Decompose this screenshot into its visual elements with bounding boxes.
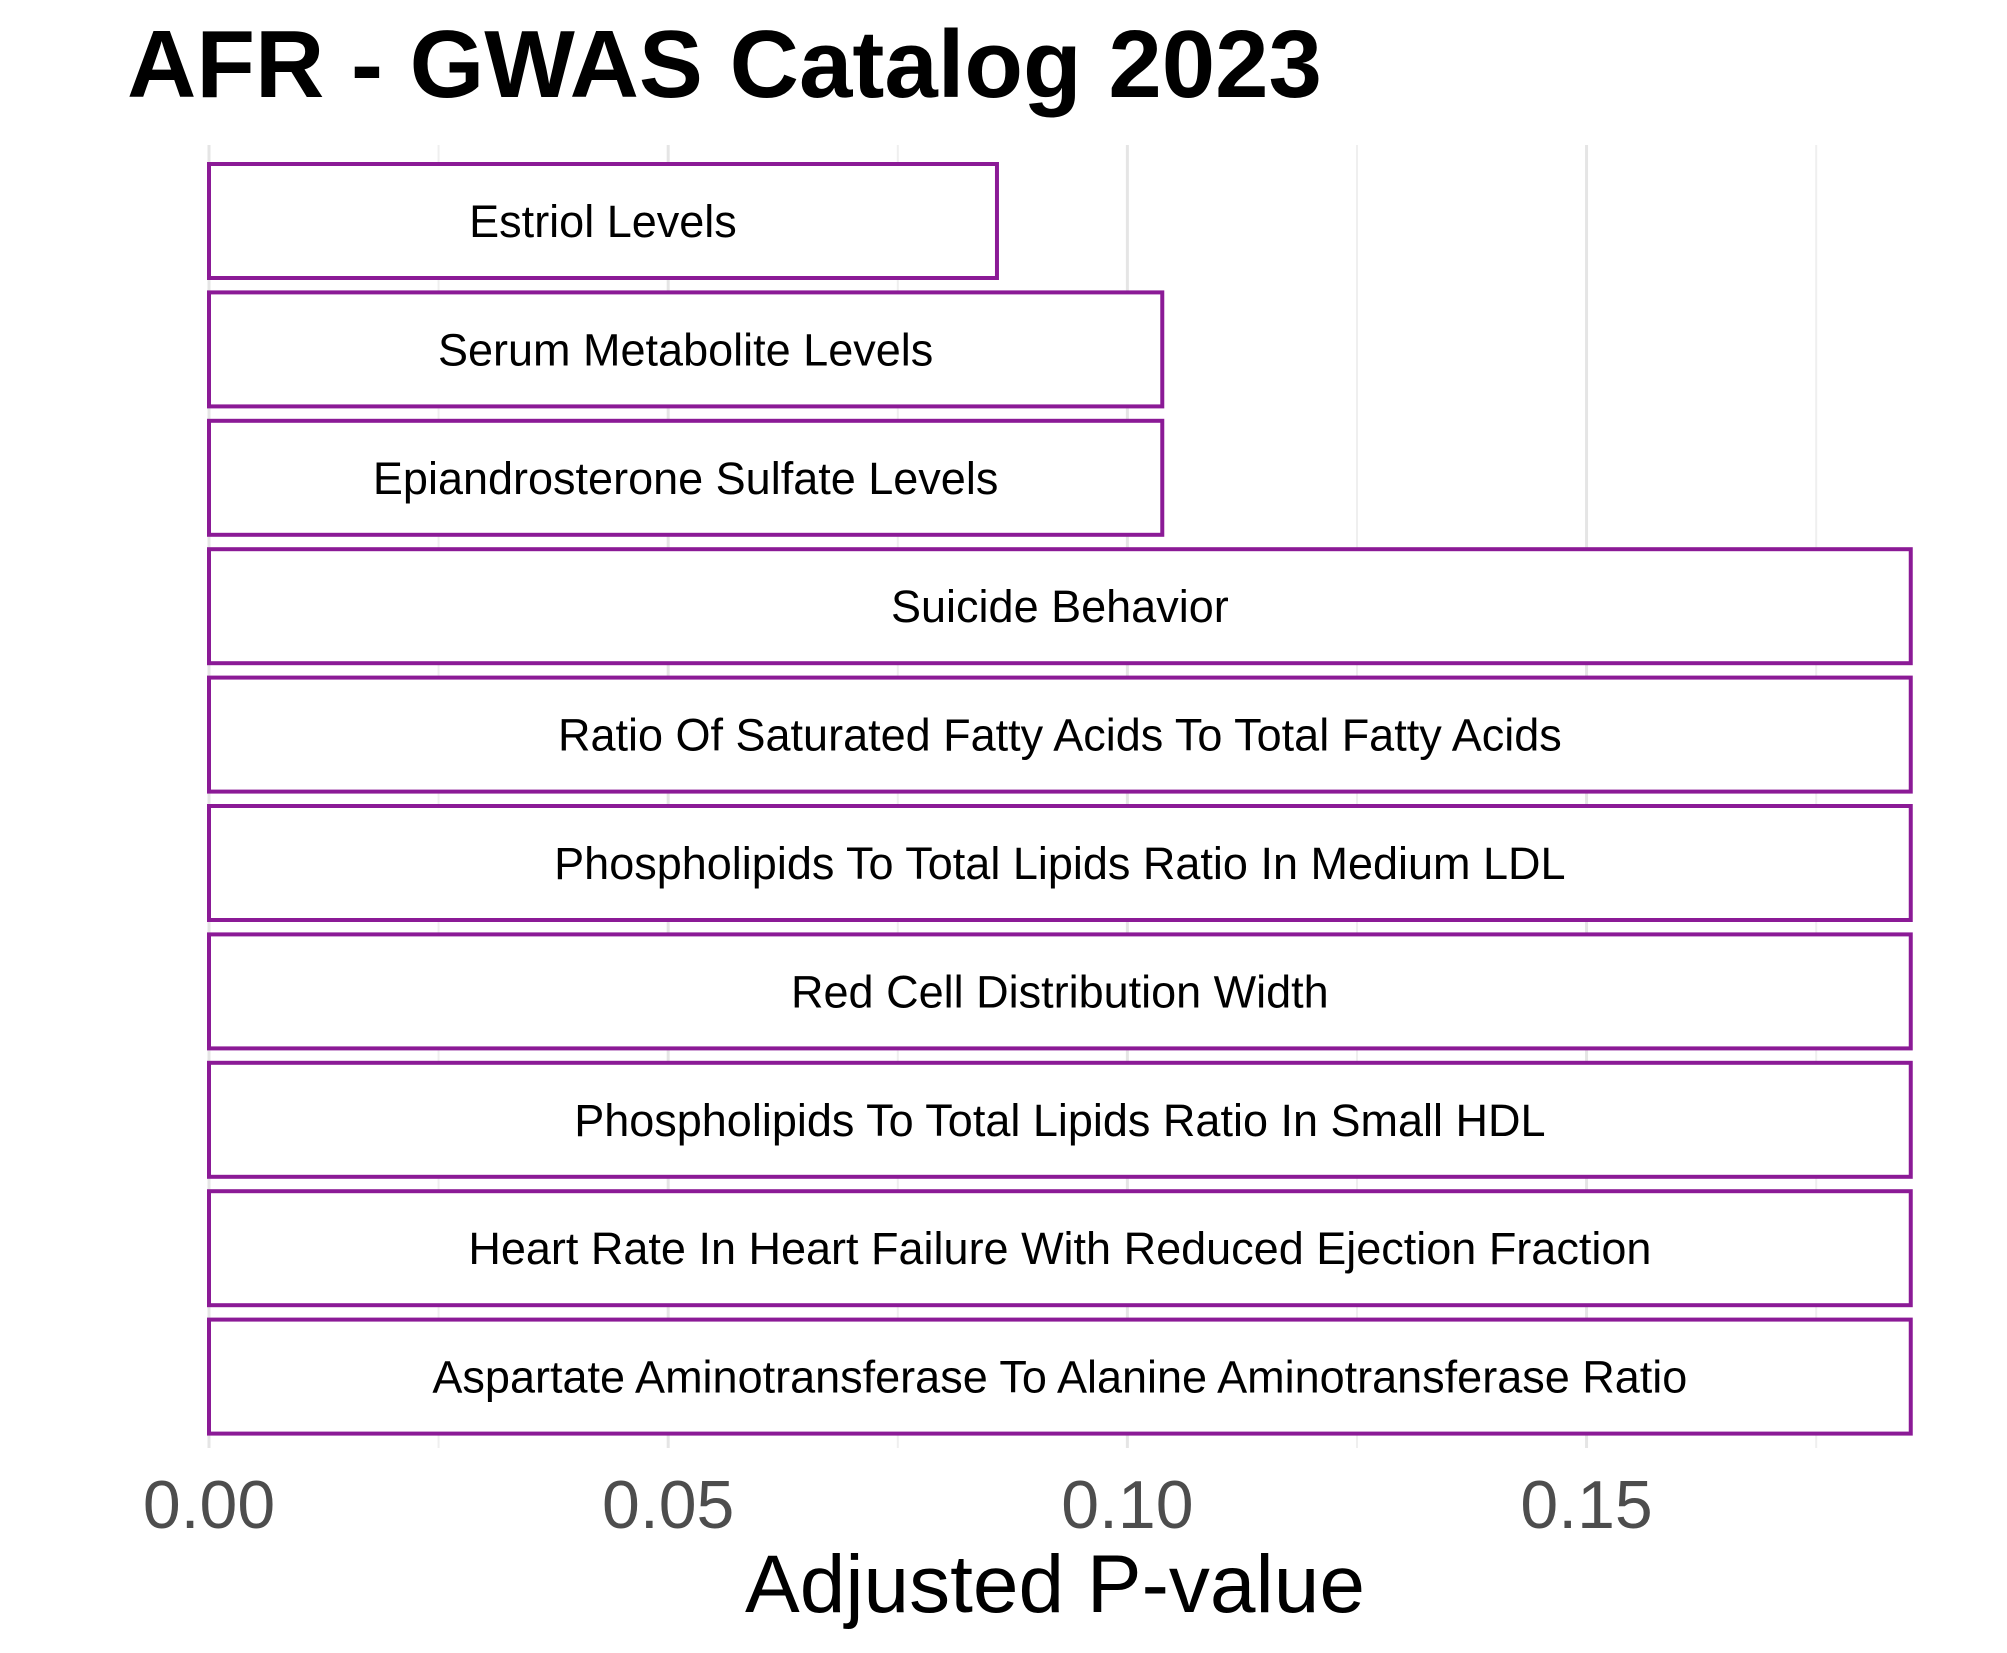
chart-title: AFR - GWAS Catalog 2023 <box>127 11 1322 118</box>
bar <box>207 162 999 280</box>
bar-label: Ratio Of Saturated Fatty Acids To Total … <box>558 710 1562 761</box>
x-axis-label: Adjusted P-value <box>745 1539 1365 1630</box>
bar <box>207 932 1913 1051</box>
bar <box>207 675 1913 794</box>
x-tick-label: 0.05 <box>602 1467 734 1543</box>
bar <box>207 1060 1913 1179</box>
x-axis-ticks: 0.00 0.05 0.10 0.15 <box>143 1467 1653 1543</box>
x-tick-label: 0.00 <box>143 1467 275 1543</box>
bar-label: Heart Rate In Heart Failure With Reduced… <box>468 1223 1651 1274</box>
bar <box>207 547 1913 666</box>
bar-label: Estriol Levels <box>469 196 737 247</box>
bar-label: Phospholipids To Total Lipids Ratio In S… <box>574 1095 1545 1146</box>
bar-label: Epiandrosterone Sulfate Levels <box>373 453 998 504</box>
bar-label: Aspartate Aminotransferase To Alanine Am… <box>432 1352 1687 1403</box>
bars: Estriol Levels Serum Metabolite Levels Epi… <box>207 162 1913 1436</box>
bar <box>207 1317 1913 1436</box>
bar <box>207 1189 1913 1308</box>
bar <box>207 804 1913 922</box>
bar-label: Suicide Behavior <box>891 581 1229 632</box>
x-tick-label: 0.15 <box>1520 1467 1652 1543</box>
bar <box>207 418 1165 537</box>
bar-label: Serum Metabolite Levels <box>438 324 933 375</box>
x-tick-label: 0.10 <box>1061 1467 1193 1543</box>
bar-label: Phospholipids To Total Lipids Ratio In M… <box>554 838 1565 889</box>
bar-label: Red Cell Distribution Width <box>791 966 1329 1017</box>
bar <box>207 290 1165 409</box>
